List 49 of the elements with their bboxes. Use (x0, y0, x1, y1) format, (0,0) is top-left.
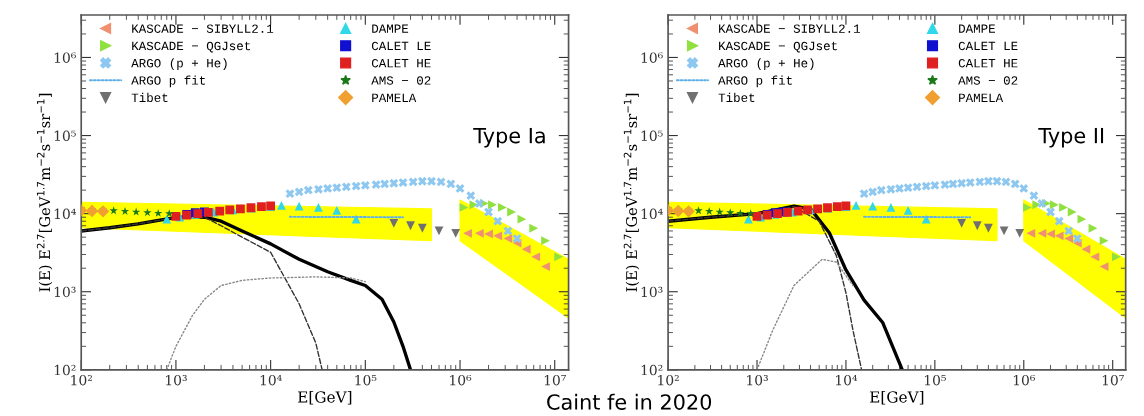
legend-label: CALET LE (958, 41, 1018, 51)
x-tick-label: 10³ (166, 374, 187, 386)
x-tick-label: 10⁴ (836, 374, 858, 386)
legend-label: ARGO (p + He) (131, 58, 227, 70)
x-tick-label: 10⁴ (260, 374, 282, 386)
y-tick-label: 10⁵ (641, 130, 663, 142)
text: I(E) E$^{2.7}$[GeV$^{1.7}$m$^{−2}$s$^{−1}$sr$^{−1}$] (36, 93, 53, 292)
annotation: Type II (1038, 127, 1104, 148)
y-tick-label: 10⁴ (641, 208, 663, 220)
y-tick-label: 10³ (54, 286, 76, 298)
x-tick-label: 10² (658, 374, 679, 386)
legend-label: KASCADE − SIBYLL2.1 (719, 24, 861, 33)
x-tick-label: 10⁶ (450, 374, 472, 386)
y-tick-label: 10⁴ (54, 208, 76, 220)
legend-label: Tibet (718, 92, 755, 103)
x-axis-title: E[GeV] (870, 390, 924, 405)
y-tick-label: 10⁶ (641, 52, 663, 63)
annotation: Type Ia (473, 127, 545, 148)
legend-label: KASCADE − QGJset (132, 41, 250, 53)
legend-label: ARGO p fit (131, 75, 205, 88)
legend-label: Tibet (131, 92, 168, 103)
x-tick-label: 10⁶ (1013, 374, 1035, 386)
x-tick-label: 10⁷ (544, 374, 566, 386)
legend-label: PAMELA (372, 93, 417, 102)
x-tick-label: 10³ (747, 374, 768, 386)
legend-label: AMS − 02 (958, 76, 1018, 85)
legend-label: DAMPE (959, 24, 995, 33)
y-tick-label: 10² (641, 364, 663, 376)
legend-label: KASCADE − SIBYLL2.1 (132, 24, 274, 33)
y-tick-label: 10⁵ (54, 130, 76, 142)
y-tick-label: 10³ (641, 286, 663, 298)
x-tick-label: 10⁵ (355, 374, 377, 386)
text: Caint fe in 2020 (547, 393, 712, 410)
y-tick-label: 10² (54, 364, 76, 376)
legend-label: KASCADE − QGJset (719, 41, 837, 53)
legend-label: AMS − 02 (371, 76, 431, 85)
x-tick-label: 10² (71, 374, 92, 386)
legend-label: CALET LE (371, 41, 431, 51)
x-axis-title: E[GeV] (298, 390, 352, 405)
legend-label: DAMPE (372, 24, 409, 33)
y-tick-label: 10⁶ (54, 52, 76, 63)
legend-label: PAMELA (959, 93, 1004, 102)
legend-label: CALET HE (958, 58, 1018, 68)
legend-label: ARGO (p + He) (718, 58, 814, 70)
x-tick-label: 10⁵ (924, 374, 946, 386)
x-tick-label: 10⁷ (1102, 374, 1124, 386)
legend-label: ARGO p fit (718, 75, 792, 88)
text: I(E) E$^{2.7}$[GeV$^{1.7}$m$^{−2}$s$^{−1}$sr$^{−1}$] (623, 93, 640, 292)
legend-label: CALET HE (371, 58, 431, 68)
